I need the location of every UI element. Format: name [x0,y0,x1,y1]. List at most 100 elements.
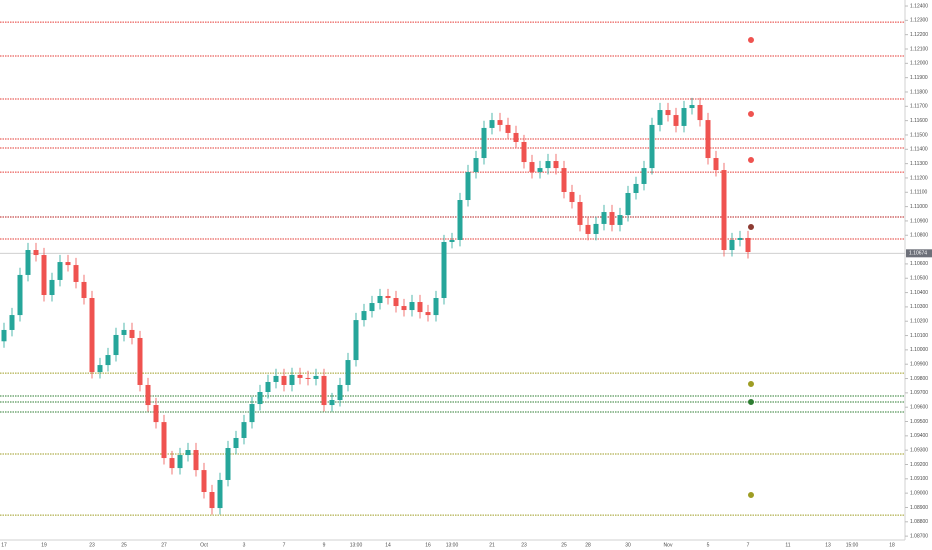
candle [321,368,327,412]
candle-body [481,127,487,159]
y-tick-label: 1.12300 [910,18,928,24]
candle-body [233,437,239,449]
candle-body [473,158,479,173]
candle [577,194,583,232]
candle [569,184,575,209]
candle-body [545,161,551,169]
candle-body [681,108,687,126]
candle-body [385,296,391,299]
candle-body [121,329,127,335]
x-tick-label: 28 [585,542,591,548]
candle-body [593,223,599,234]
x-tick-label: 14 [385,542,391,548]
candle-body [497,120,503,125]
candle [497,112,503,132]
candle [673,107,679,133]
candle [161,414,167,465]
candle [689,97,695,115]
candle [265,374,271,399]
candle [113,327,119,362]
candle [505,117,511,140]
candle-body [129,329,135,338]
candle [129,322,135,345]
candle [561,160,567,199]
y-tick-label: 1.12200 [910,32,928,38]
y-tick-label: 1.10300 [910,304,928,310]
candle [345,352,351,392]
candle [417,294,423,319]
alert-icon[interactable] [747,36,755,44]
candle [377,288,383,310]
candle [385,288,391,305]
x-tick-label: 16 [425,542,431,548]
candle [97,357,103,379]
x-tick-label: 13 [825,542,831,548]
candle-body [657,110,663,125]
y-tick-label: 1.11400 [910,147,928,153]
candle [449,232,455,249]
x-tick-label: Nov [664,542,673,548]
candle [353,312,359,367]
candle [489,112,495,135]
candle-body [465,172,471,201]
candle-body [337,384,343,401]
candle [473,150,479,179]
y-tick-label: 1.09800 [910,376,928,382]
candle [513,125,519,149]
candle-body [713,158,719,171]
alert-icon[interactable] [747,223,755,231]
candle-body [697,105,703,121]
alert-icons [747,36,755,499]
candle [201,462,207,499]
x-tick-label: 3 [243,542,246,548]
candle-body [633,183,639,193]
candle [721,162,727,257]
y-tick-label: 1.10000 [910,347,928,353]
candle-body [401,306,407,311]
candle [297,367,303,385]
candle [369,295,375,318]
candle-body [705,120,711,159]
candle [217,472,223,515]
y-tick-label: 1.09700 [910,390,928,396]
candle-body [49,279,55,296]
x-tick-label: Oct [200,542,208,548]
candle [25,242,31,282]
candle [633,176,639,200]
candle-body [25,250,31,275]
candle-body [353,320,359,361]
candle [745,230,751,259]
y-tick-label: 1.08800 [910,519,928,525]
candle-body [185,450,191,456]
x-tick-label: 30 [625,542,631,548]
candle [737,230,743,247]
alert-icon[interactable] [747,110,755,118]
candle-body [409,302,415,311]
candle [529,154,535,179]
candle-body [345,360,351,385]
candle-body [585,224,591,234]
y-tick-label: 1.09600 [910,405,928,411]
candle [145,377,151,412]
candle-body [729,239,735,251]
candle-body [721,170,727,251]
candle [409,294,415,317]
candle-body [505,124,511,133]
candle [89,290,95,379]
x-tick-label: 25 [121,542,127,548]
y-tick-label: 1.10200 [910,319,928,325]
alert-icon[interactable] [747,380,755,388]
alert-icon[interactable] [747,491,755,499]
candle-body [177,455,183,469]
x-tick-label: 18 [889,542,895,548]
alert-icon[interactable] [747,156,755,164]
candle [433,290,439,322]
y-tick-label: 1.10600 [910,261,928,267]
candle-body [673,115,679,126]
candle [153,397,159,429]
candle [553,153,559,175]
x-tick-label: 21 [489,542,495,548]
candle-body [289,374,295,385]
candle-body [81,281,87,299]
candle [681,100,687,133]
